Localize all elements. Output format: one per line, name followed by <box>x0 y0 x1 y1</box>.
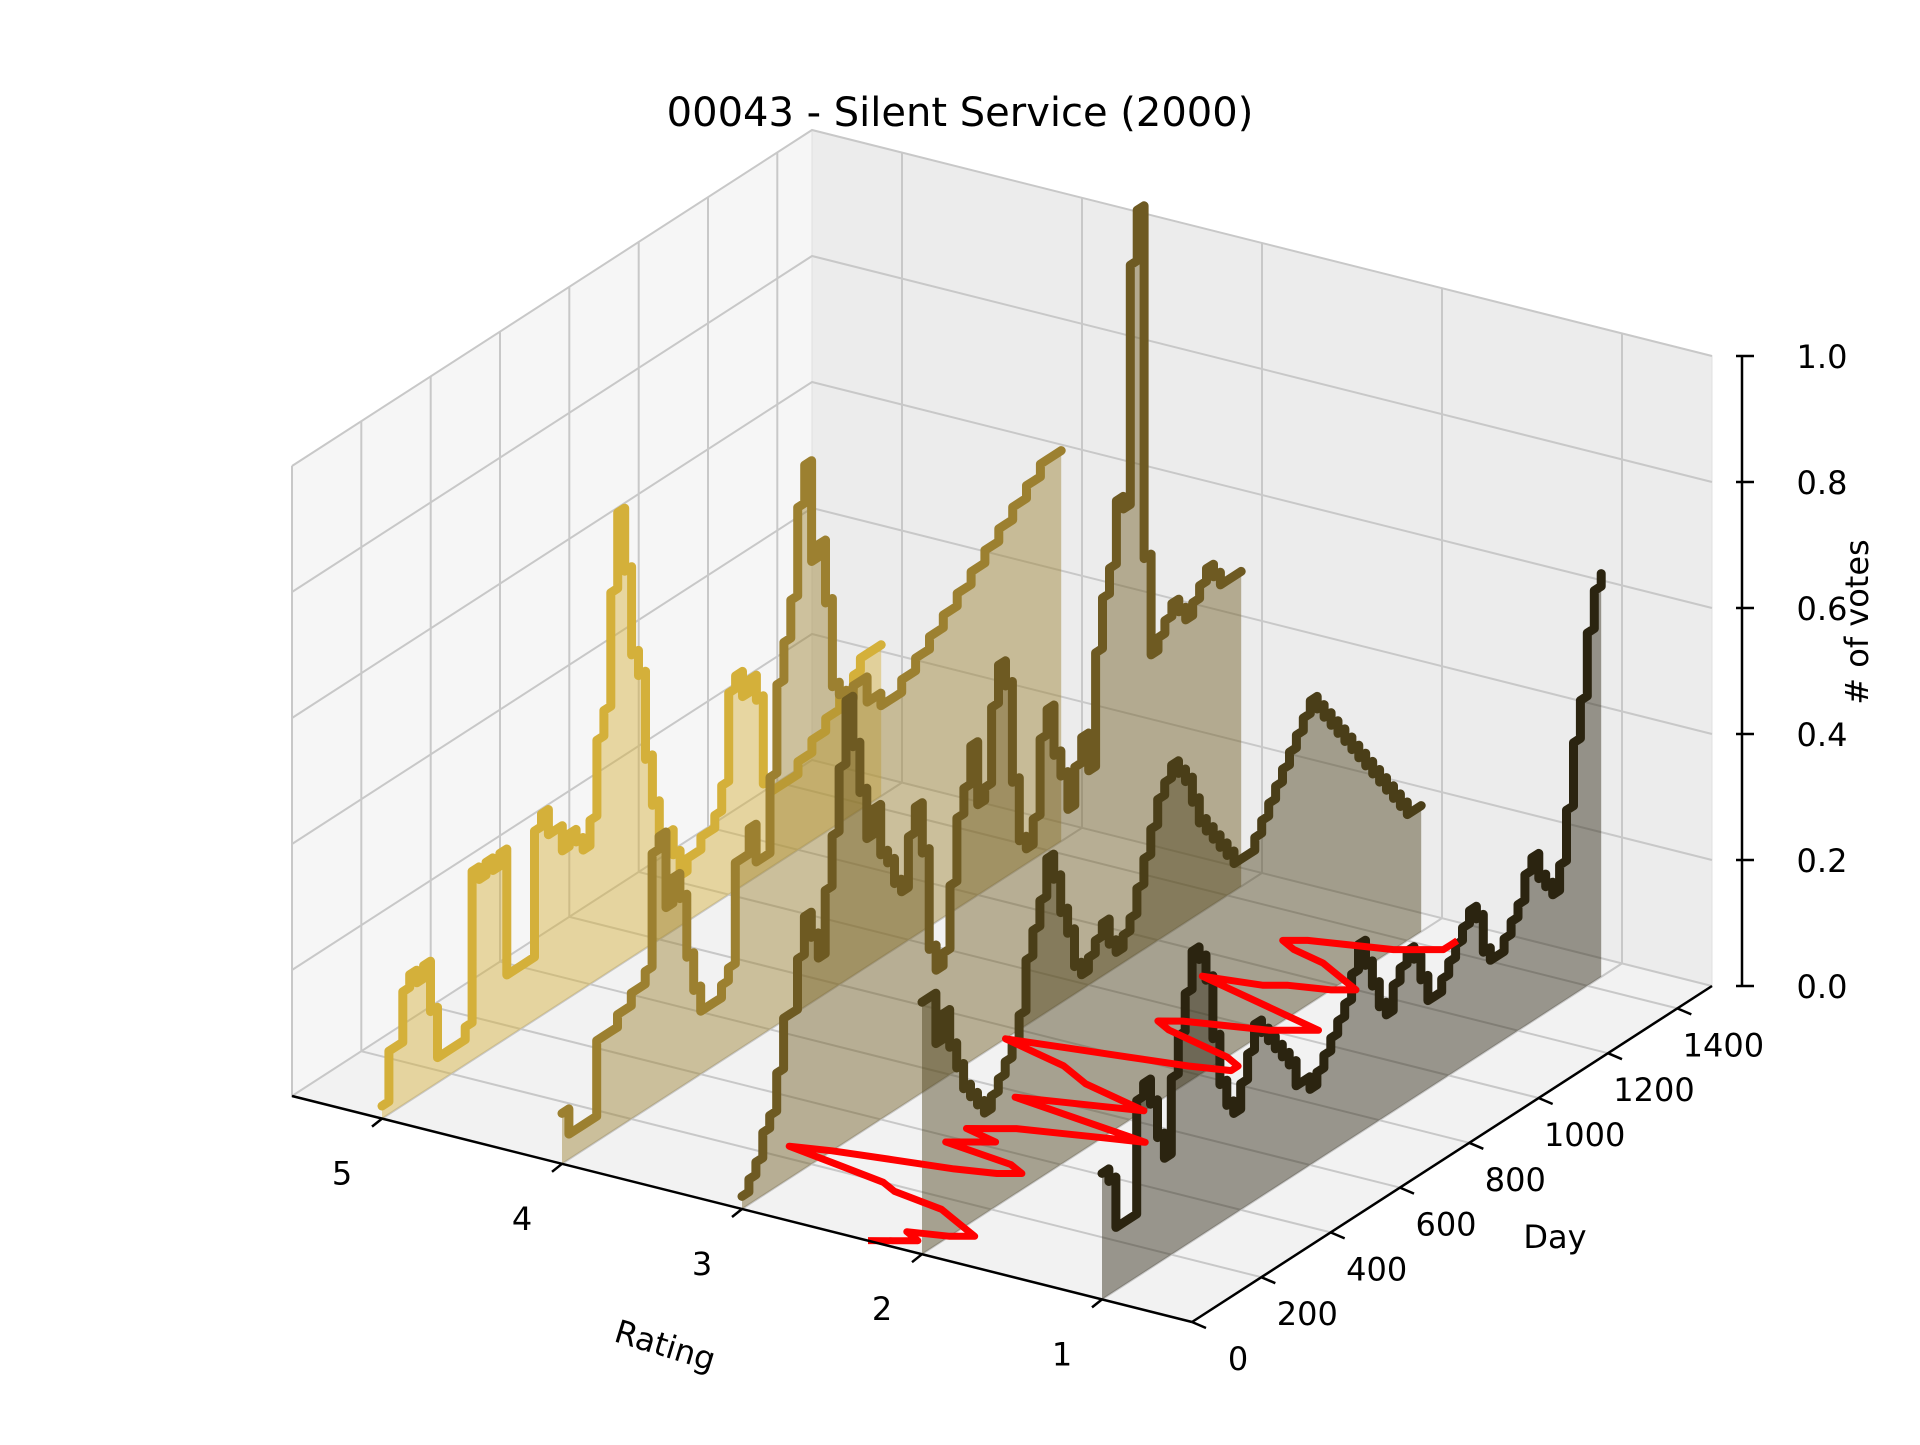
y-tick-mark <box>1676 1007 1692 1016</box>
z-tick-label: 0.4 <box>1797 716 1848 754</box>
grid-line-votes <box>291 632 1713 971</box>
z-tick-label: 0.6 <box>1797 590 1848 628</box>
y-tick-label: 600 <box>1415 1206 1476 1244</box>
x-tick-mark <box>1091 1298 1103 1309</box>
x-tick-label: 3 <box>692 1245 712 1283</box>
mean-rating-trace <box>785 936 1460 1245</box>
grid-line-votes <box>291 758 1713 1097</box>
y-tick-label: 200 <box>1277 1295 1338 1333</box>
series-fill-rating-1 <box>1102 573 1602 1300</box>
grid-line-votes <box>291 380 1713 719</box>
series-layer <box>377 201 1606 1300</box>
grid-line-votes <box>291 254 1713 593</box>
y-tick-mark <box>1607 1052 1623 1061</box>
x-tick-mark <box>371 1117 383 1128</box>
y-tick-mark <box>1330 1231 1346 1240</box>
mean-trace-layer <box>785 936 1460 1245</box>
series-fill-rating-4 <box>562 450 1062 1164</box>
series-line-rating-5 <box>377 503 886 1111</box>
series-line-rating-4 <box>557 446 1066 1139</box>
grid-line-votes <box>291 128 1713 467</box>
x-axis-label: Rating <box>610 1312 720 1379</box>
x-tick-mark <box>911 1253 923 1264</box>
y-axis-label: Day <box>1523 1218 1586 1256</box>
y-axis-line <box>1191 984 1713 1324</box>
z-tick-label: 0.2 <box>1797 842 1848 880</box>
y-tick-mark <box>1468 1141 1484 1150</box>
series-line-rating-3 <box>737 201 1246 1201</box>
z-tick-label: 0.8 <box>1797 464 1848 502</box>
y-tick-mark <box>1191 1320 1207 1330</box>
chart-title: 00043 - Silent Service (2000) <box>667 90 1254 136</box>
y-tick-label: 0 <box>1228 1340 1248 1378</box>
y-tick-mark <box>1260 1276 1276 1285</box>
y-tick-label: 1000 <box>1544 1116 1625 1154</box>
x-tick-mark <box>551 1162 563 1173</box>
series-line-rating-1 <box>1097 569 1606 1232</box>
x-tick-label: 4 <box>512 1200 532 1238</box>
z-tick-label: 1.0 <box>1797 338 1848 376</box>
z-tick-label: 0.0 <box>1797 968 1848 1006</box>
y-tick-label: 1400 <box>1683 1026 1764 1064</box>
series-fill-rating-2 <box>922 696 1422 1255</box>
y-tick-label: 400 <box>1346 1250 1407 1288</box>
series-fill-rating-3 <box>742 205 1242 1210</box>
y-tick-mark <box>1538 1096 1554 1106</box>
x-tick-mark <box>731 1208 743 1218</box>
series-line-rating-2 <box>917 691 1426 1118</box>
y-tick-mark <box>1399 1186 1415 1195</box>
z-axis-label: # of votes <box>1838 539 1876 704</box>
y-tick-label: 1200 <box>1613 1071 1694 1109</box>
x-tick-label: 1 <box>1052 1335 1072 1373</box>
x-tick-label: 5 <box>332 1155 352 1193</box>
x-tick-label: 2 <box>872 1290 892 1328</box>
y-tick-label: 800 <box>1485 1161 1546 1199</box>
